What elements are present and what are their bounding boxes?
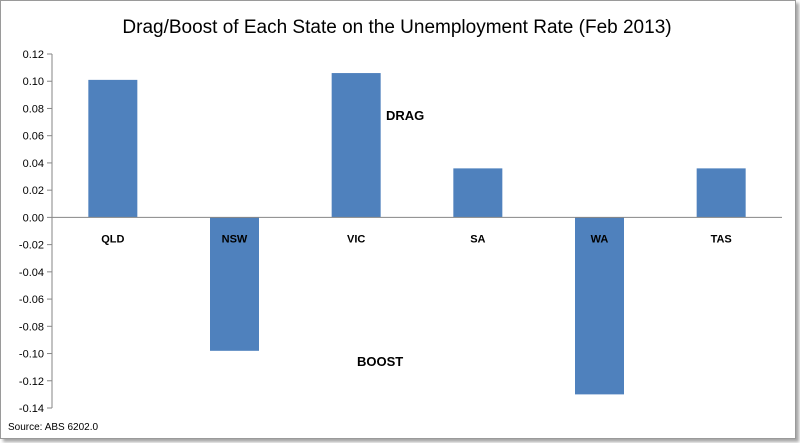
y-tick-label: 0.00 xyxy=(23,212,44,224)
boost-annotation: BOOST xyxy=(357,354,403,369)
bar-qld xyxy=(88,79,138,218)
y-tick-label: -0.02 xyxy=(19,240,44,252)
y-tick-label: 0.06 xyxy=(23,131,44,143)
y-tick-label: 0.08 xyxy=(23,103,44,115)
category-label-wa: WA xyxy=(591,233,609,245)
category-label-qld: QLD xyxy=(101,233,124,245)
y-tick-label: 0.10 xyxy=(23,76,44,88)
y-tick-label: -0.06 xyxy=(19,294,44,306)
category-labels: QLD NSW VIC SA WA TAS xyxy=(101,233,732,245)
drag-annotation: DRAG xyxy=(386,108,424,123)
source-note: Source: ABS 6202.0 xyxy=(8,422,99,433)
bar-vic xyxy=(331,73,381,218)
y-tick-label: -0.14 xyxy=(19,403,44,415)
y-axis-ticks: 0.12 0.10 0.08 0.06 0.04 0.02 0.00 -0.02 -0.04 -0… xyxy=(19,49,52,415)
category-label-vic: VIC xyxy=(347,233,365,245)
bar-wa xyxy=(575,217,624,395)
bar-nsw xyxy=(210,217,259,351)
y-tick-label: -0.08 xyxy=(19,321,44,333)
category-label-nsw: NSW xyxy=(222,233,248,245)
y-tick-label: -0.04 xyxy=(19,267,44,279)
chart-title: Drag/Boost of Each State on the Unemploy… xyxy=(122,17,671,38)
category-label-sa: SA xyxy=(470,233,485,245)
bar-sa xyxy=(453,168,503,218)
category-label-tas: TAS xyxy=(711,233,732,245)
bars xyxy=(88,73,746,395)
bar-tas xyxy=(696,168,746,218)
y-tick-label: -0.12 xyxy=(19,376,44,388)
y-tick-label: 0.02 xyxy=(23,185,44,197)
y-tick-label: -0.10 xyxy=(19,349,44,361)
y-tick-label: 0.12 xyxy=(23,49,44,61)
y-tick-label: 0.04 xyxy=(23,158,44,170)
